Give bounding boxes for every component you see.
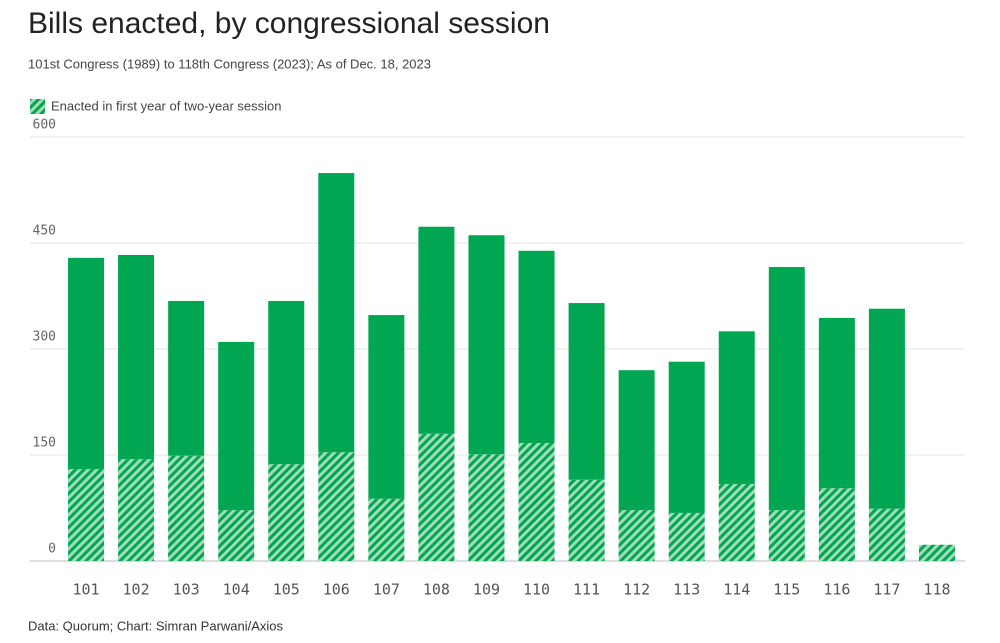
bar-segment [168, 300, 205, 456]
bar-segment [418, 226, 455, 434]
x-tick-label: 107 [373, 581, 400, 599]
bar-segment [618, 510, 655, 561]
bar-segment [468, 235, 505, 455]
bar-segment [268, 300, 305, 465]
bar-segment [218, 510, 255, 561]
source-note: Data: Quorum; Chart: Simran Parwani/Axio… [28, 618, 284, 633]
x-tick-label: 109 [473, 581, 500, 599]
bar-segment [568, 303, 605, 480]
bar-segment [168, 455, 205, 561]
bar-segment [768, 267, 805, 511]
x-tick-label: 117 [873, 581, 900, 599]
chart-title: Bills enacted, by congressional session [28, 7, 550, 40]
bar-segment [318, 173, 355, 453]
bar-segment [418, 433, 455, 561]
bar-segment [718, 483, 755, 561]
x-tick-label: 108 [423, 581, 450, 599]
bar-segment [368, 498, 405, 561]
bar-segment [318, 452, 355, 561]
x-tick-label: 110 [523, 581, 550, 599]
x-tick-label: 113 [673, 581, 700, 599]
y-tick-label: 0 [48, 542, 56, 557]
bar-segment [818, 488, 855, 561]
bar-segment [68, 257, 105, 470]
x-tick-label: 116 [823, 581, 850, 599]
bar-segment [518, 250, 555, 443]
bar-segment [518, 442, 555, 561]
bar-segment [118, 255, 155, 460]
y-tick-label: 450 [33, 224, 56, 239]
x-tick-label: 118 [923, 581, 950, 599]
bar-segment [818, 317, 855, 489]
bar-segment [918, 544, 955, 561]
legend-label: Enacted in first year of two-year sessio… [51, 98, 282, 113]
bar-segment [568, 479, 605, 561]
bar-segment [768, 510, 805, 561]
x-tick-label: 103 [173, 581, 200, 599]
bar-segment [618, 370, 655, 511]
bar-segment [118, 459, 155, 561]
x-tick-label: 111 [573, 581, 600, 599]
x-tick-label: 112 [623, 581, 650, 599]
x-tick-label: 102 [123, 581, 150, 599]
bar-segment [268, 464, 305, 561]
x-tick-label: 114 [723, 581, 750, 599]
x-tick-label: 106 [323, 581, 350, 599]
x-tick-label: 104 [223, 581, 250, 599]
y-tick-label: 600 [33, 118, 56, 133]
legend-swatch [30, 99, 45, 114]
bar-segment [68, 469, 105, 561]
bar-segment [218, 341, 255, 511]
x-tick-label: 115 [773, 581, 800, 599]
chart-subtitle: 101st Congress (1989) to 118th Congress … [28, 56, 431, 71]
bar-segment [868, 308, 905, 509]
bar-segment [368, 315, 405, 499]
bar-segment [468, 454, 505, 561]
bar-segment [718, 331, 755, 484]
x-tick-label: 105 [273, 581, 300, 599]
y-tick-label: 300 [33, 330, 56, 345]
y-tick-label: 150 [33, 436, 56, 451]
bar-segment [668, 512, 705, 561]
bar-segment [668, 361, 705, 513]
x-tick-label: 101 [72, 581, 99, 599]
bar-segment [868, 508, 905, 561]
